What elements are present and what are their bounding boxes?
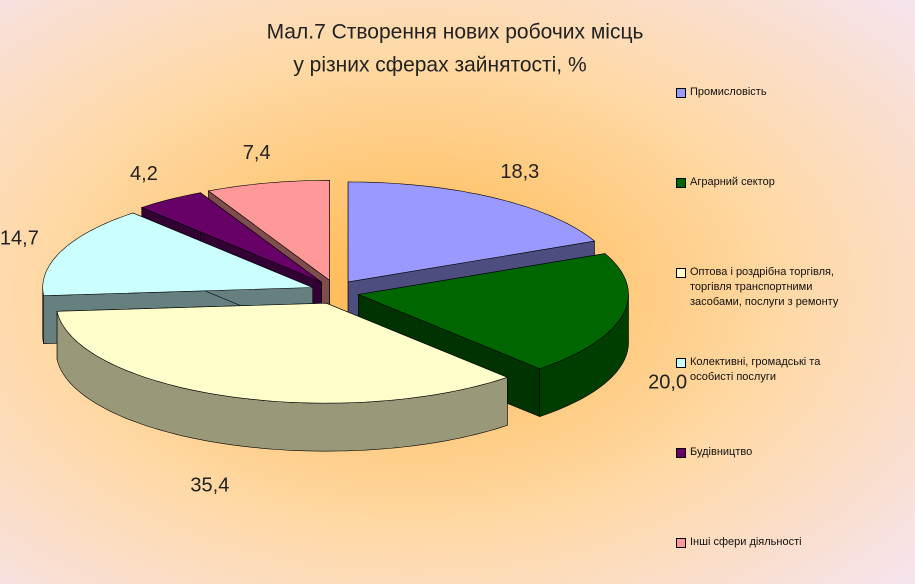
legend-item: Будівництво: [676, 445, 840, 460]
legend-item: Оптова і роздрібна торгівля, торгівля тр…: [676, 265, 840, 310]
data-label: 4,2: [130, 163, 158, 185]
legend-swatch: [676, 538, 686, 548]
legend-label: Промисловість: [690, 86, 767, 98]
slice-top: [357, 253, 629, 369]
legend-swatch: [676, 88, 686, 98]
legend-label: Оптова і роздрібна торгівля, торгівля тр…: [690, 266, 839, 308]
slice-top: [56, 302, 509, 404]
data-label: 7,4: [243, 142, 271, 164]
legend-swatch: [676, 178, 686, 188]
legend-label: Аграрний сектор: [690, 176, 775, 188]
legend-swatch: [676, 448, 686, 458]
legend-label: Будівництво: [690, 446, 753, 458]
legend-item: Аграрний сектор: [676, 175, 840, 190]
slice-top: [42, 212, 313, 297]
legend-swatch: [676, 358, 686, 368]
data-label: 18,3: [500, 161, 539, 183]
data-label: 35,4: [190, 474, 229, 496]
slice-top: [347, 181, 596, 283]
legend-item: Інші сфери діяльності: [676, 535, 840, 550]
legend-swatch: [676, 268, 686, 278]
slice-top: [207, 179, 330, 281]
data-label: 20,0: [648, 372, 687, 394]
chart-subtitle: у різних сферах зайнятості, %: [293, 54, 586, 77]
slice-top: [140, 192, 322, 283]
pie-slice: [56, 302, 509, 452]
legend-item: Промисловість: [676, 85, 840, 100]
legend-item: Колективні, громадські та особисті послу…: [676, 355, 840, 385]
legend-label: Колективні, громадські та особисті послу…: [690, 356, 821, 383]
legend-label: Інші сфери діяльності: [690, 536, 802, 548]
chart-title: Мал.7 Створення нових робочих місць: [267, 21, 644, 44]
data-label: 14,7: [0, 228, 39, 250]
